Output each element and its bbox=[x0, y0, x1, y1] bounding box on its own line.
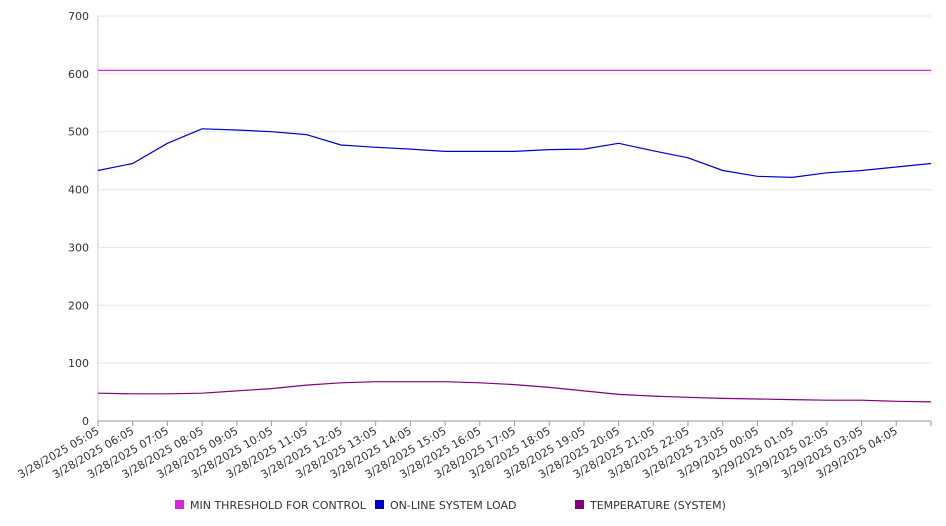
legend: MIN THRESHOLD FOR CONTROL ON-LINE SYSTEM … bbox=[175, 499, 726, 512]
y-tick-label: 300 bbox=[68, 241, 89, 254]
y-tick-label: 600 bbox=[68, 68, 89, 81]
legend-swatch bbox=[575, 500, 584, 509]
y-tick-label: 100 bbox=[68, 357, 89, 370]
legend-label: TEMPERATURE (SYSTEM) bbox=[589, 499, 726, 512]
legend-label: ON-LINE SYSTEM LOAD bbox=[390, 499, 516, 512]
series-lines bbox=[97, 69, 932, 403]
legend-swatch bbox=[175, 500, 184, 509]
legend-swatch bbox=[375, 500, 384, 509]
series-line bbox=[97, 128, 932, 178]
y-tick-label: 500 bbox=[68, 126, 89, 139]
y-tick-label: 400 bbox=[68, 184, 89, 197]
series-line bbox=[97, 381, 932, 403]
legend-label: MIN THRESHOLD FOR CONTROL bbox=[190, 499, 367, 512]
grid-lines bbox=[98, 15, 931, 364]
y-tick-label: 200 bbox=[68, 299, 89, 312]
y-tick-label: 0 bbox=[82, 415, 89, 428]
y-tick-label: 700 bbox=[68, 10, 89, 23]
x-axis-ticks: 3/28/2025 05:053/28/2025 06:053/28/2025 … bbox=[16, 421, 932, 481]
axes bbox=[97, 16, 931, 422]
y-axis-ticks: 0 100 200 300 400 500 600 700 bbox=[68, 10, 89, 428]
